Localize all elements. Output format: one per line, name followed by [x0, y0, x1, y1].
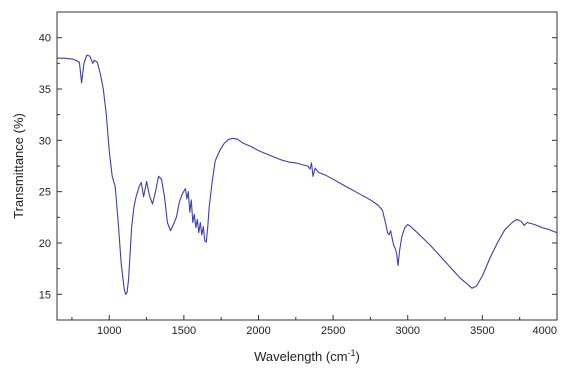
- x-tick-label: 2500: [321, 325, 345, 337]
- x-tick-label: 3000: [396, 325, 420, 337]
- y-axis-title: Transmittance (%): [11, 113, 26, 219]
- x-axis-title-main: Wavelength (cm: [254, 349, 347, 364]
- x-tick-label: 1500: [172, 325, 196, 337]
- x-tick-label: 2000: [246, 325, 270, 337]
- x-axis-title-superscript: -1: [348, 348, 356, 358]
- x-tick-label: 4000: [533, 325, 557, 337]
- transmittance-series-line: [57, 54, 558, 295]
- y-tick-label: 20: [39, 238, 51, 250]
- y-tick-label: 30: [39, 135, 51, 147]
- x-axis-title-suffix: ): [356, 349, 360, 364]
- x-tick-label: 3500: [470, 325, 494, 337]
- y-tick-label: 40: [39, 33, 51, 45]
- y-tick-label: 15: [39, 289, 51, 301]
- x-axis: 1000 1500 2000 2500 3000 3500 4000: [71, 315, 558, 337]
- y-tick-label: 35: [39, 84, 51, 96]
- x-axis-title: Wavelength (cm-1): [254, 348, 360, 364]
- y-axis: 15 20 25 30 35 40: [39, 33, 557, 301]
- y-tick-label: 25: [39, 187, 51, 199]
- x-tick-label: 1000: [97, 325, 121, 337]
